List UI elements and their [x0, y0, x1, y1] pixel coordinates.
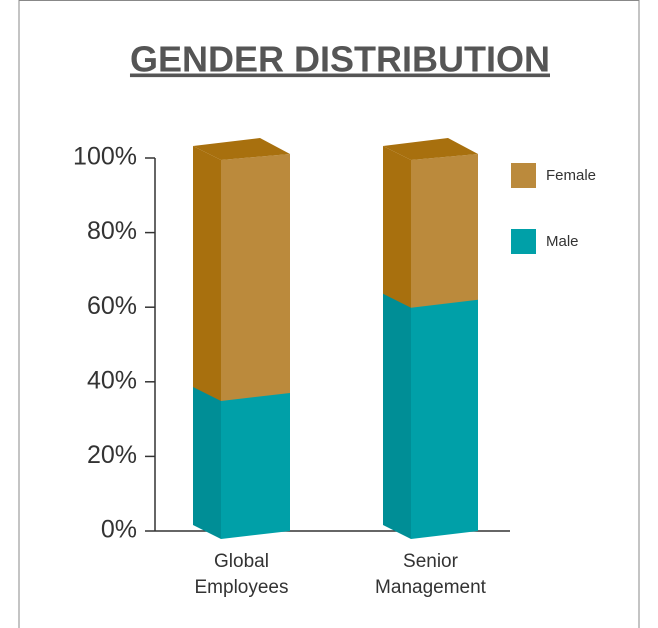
bar [221, 388, 290, 539]
x-tick-label: Senior Management [375, 551, 487, 598]
chart-title: GENDER DISTRIBUTION [130, 39, 550, 80]
bar-top [383, 138, 478, 160]
bar-side [193, 380, 221, 539]
bar [411, 295, 478, 539]
bar-side [193, 146, 221, 401]
x-tick-label: Global Employees [195, 551, 289, 598]
y-tick-label: 20% [87, 441, 137, 469]
legend-swatch [511, 163, 536, 188]
legend-label: Female [546, 167, 596, 184]
y-tick-label: 80% [87, 217, 137, 245]
legend-swatch [511, 229, 536, 254]
y-tick-label: 100% [73, 143, 137, 171]
bar-top [193, 138, 290, 160]
bar [411, 154, 478, 308]
bar-side [383, 146, 411, 308]
bar-side [383, 287, 411, 539]
y-tick-label: 0% [101, 516, 137, 544]
y-tick-label: 60% [87, 292, 137, 320]
legend-label: Male [546, 233, 579, 250]
y-tick-label: 40% [87, 366, 137, 394]
frame [18, 0, 640, 628]
bar [221, 154, 290, 401]
